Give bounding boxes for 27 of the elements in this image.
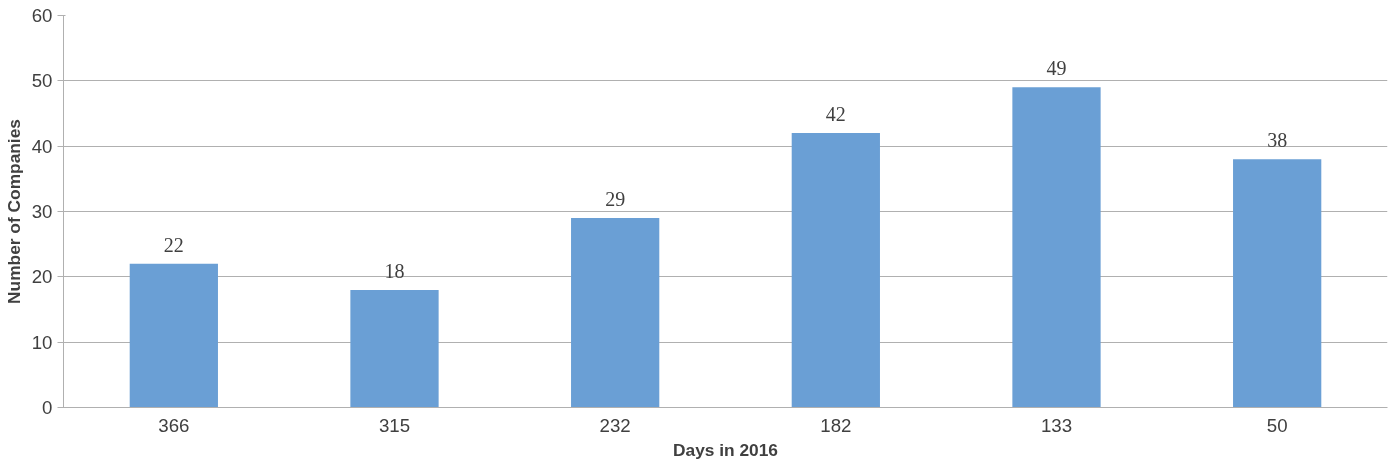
- x-tick-label: 133: [1040, 414, 1073, 436]
- x-tick-label: 232: [599, 414, 631, 436]
- data-label: 18: [384, 259, 405, 282]
- x-tick-label: 315: [378, 414, 411, 436]
- bar: [791, 133, 880, 408]
- x-tick-label: 50: [1266, 414, 1288, 436]
- bar: [350, 289, 439, 408]
- data-label: 49: [1046, 57, 1067, 80]
- bar: [1233, 159, 1322, 408]
- data-label: 22: [163, 233, 184, 256]
- y-tick-label: 20: [31, 266, 53, 288]
- data-label: 29: [605, 188, 626, 211]
- y-tick-label: 30: [31, 201, 53, 222]
- x-axis-title: Days in 2016: [673, 439, 779, 460]
- y-tick-label: 10: [31, 331, 53, 353]
- y-tick-label: 60: [31, 5, 53, 26]
- y-tick-label: 50: [31, 70, 53, 92]
- x-tick-label: 182: [820, 414, 852, 436]
- y-tick-label: 0: [42, 397, 53, 418]
- y-tick-label: 40: [31, 135, 53, 157]
- bar: [571, 218, 660, 408]
- data-label: 38: [1267, 129, 1288, 152]
- y-axis-title: Number of Companies: [3, 119, 24, 304]
- x-tick-label: 366: [158, 414, 190, 436]
- bar: [1012, 87, 1101, 408]
- data-label: 42: [825, 103, 846, 126]
- bar: [129, 263, 218, 408]
